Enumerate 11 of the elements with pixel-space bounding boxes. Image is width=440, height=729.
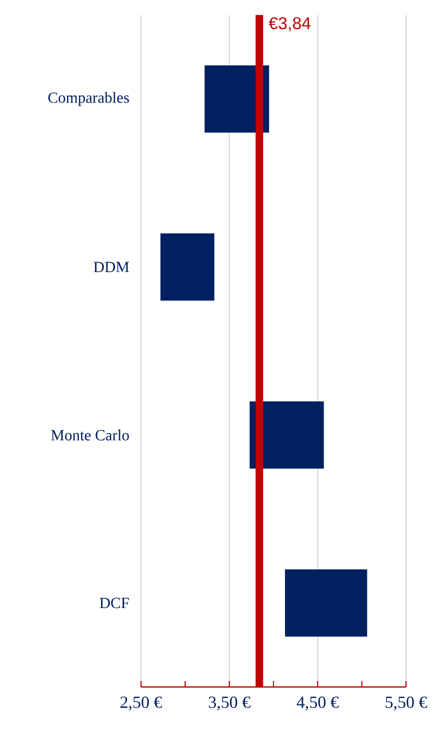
bar xyxy=(284,569,368,637)
y-tick-label: DCF xyxy=(100,598,129,608)
bar xyxy=(160,233,214,301)
y-tick-label: Monte Carlo xyxy=(51,430,129,440)
x-tick-label: 4,50 € xyxy=(296,696,339,710)
ref-line-label: €3,84 xyxy=(268,17,311,32)
y-tick-label: Comparables xyxy=(48,92,129,106)
y-tick-label: DDM xyxy=(94,262,130,272)
x-tick-label: 2,50 € xyxy=(120,696,162,710)
x-tick-label: 3,50 € xyxy=(208,696,250,710)
x-tick-label: 5,50 € xyxy=(386,696,427,710)
